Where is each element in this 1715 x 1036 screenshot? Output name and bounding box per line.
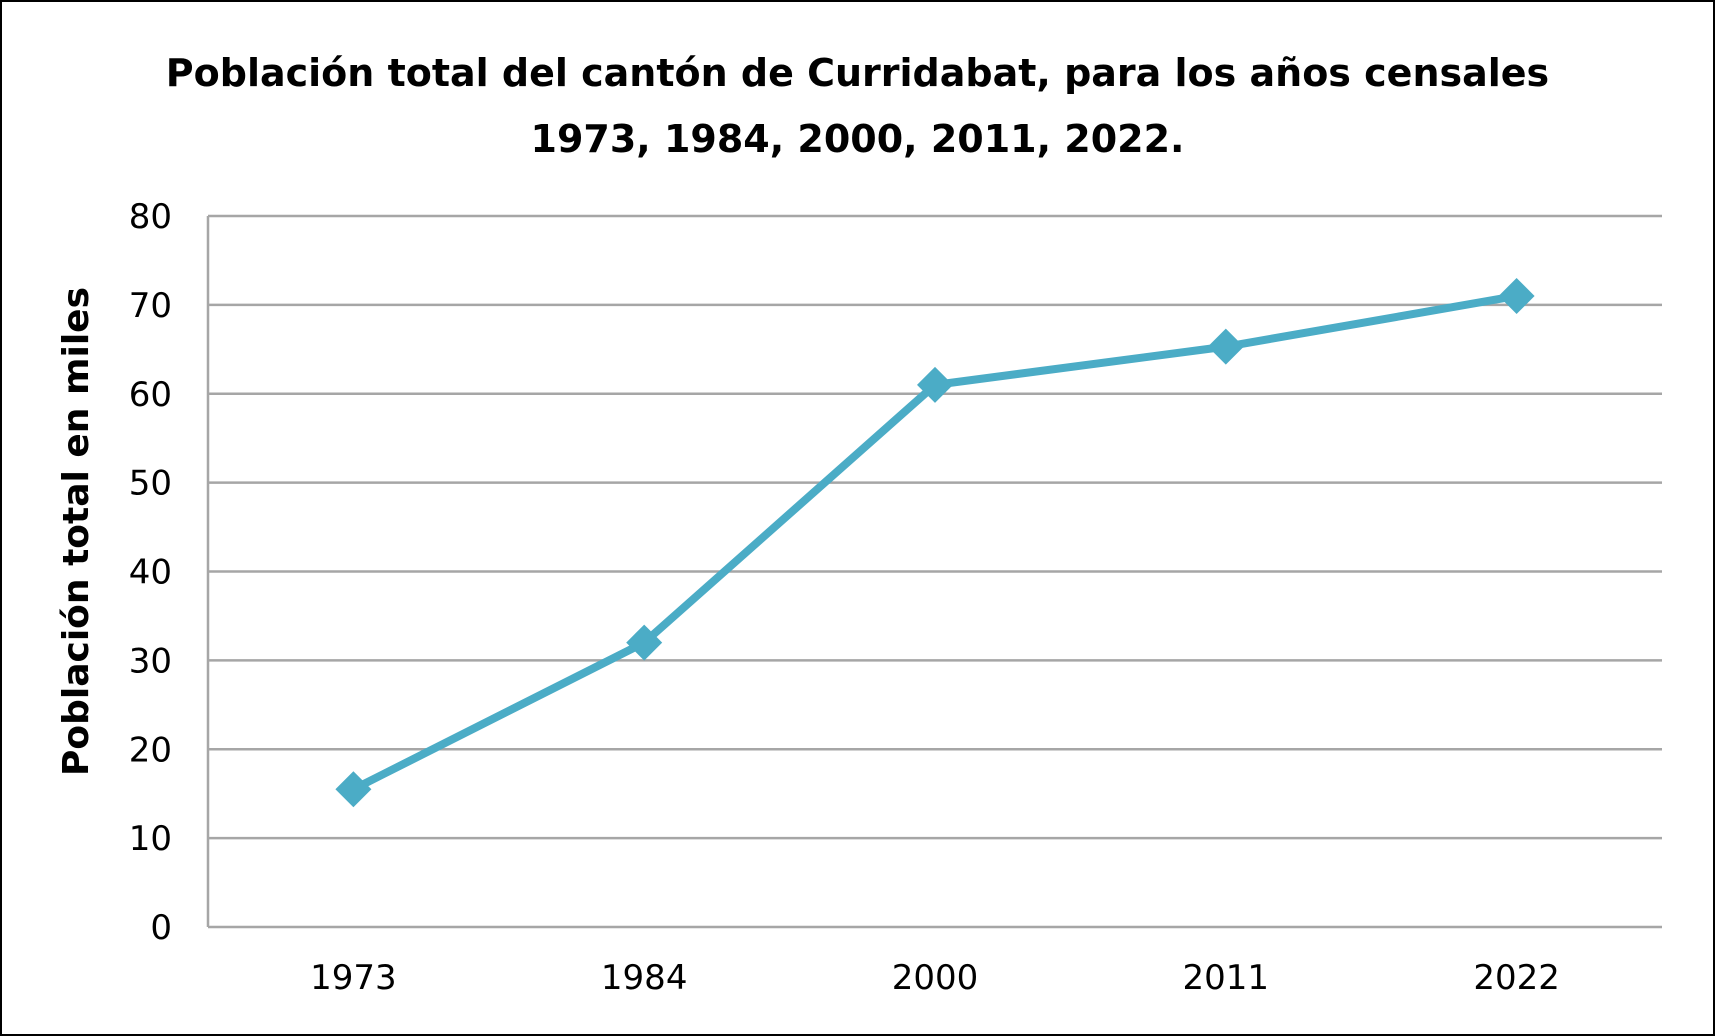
data-point-marker-2000 xyxy=(917,366,953,403)
x-tick-label: 1984 xyxy=(601,958,688,998)
y-axis-title: Población total en miles xyxy=(56,287,97,776)
y-tick-label: 10 xyxy=(129,819,172,859)
x-axis-ticks: 1973 1984 2000 2011 2022 xyxy=(310,958,1560,998)
y-tick-label: 80 xyxy=(129,197,172,237)
y-tick-label: 70 xyxy=(129,286,172,326)
data-point-marker-2011 xyxy=(1207,328,1244,365)
chart-title-line-2: 1973, 1984, 2000, 2011, 2022. xyxy=(530,117,1185,161)
data-point-marker-1984 xyxy=(626,624,663,661)
x-tick-label: 1973 xyxy=(310,958,397,998)
x-tick-label: 2022 xyxy=(1473,958,1560,998)
y-tick-label: 60 xyxy=(129,375,172,415)
chart-title-line-1: Población total del cantón de Curridabat… xyxy=(165,51,1550,95)
y-tick-label: 20 xyxy=(129,730,172,770)
x-tick-label: 2011 xyxy=(1183,958,1270,998)
gridlines xyxy=(208,214,1662,929)
chart-title: Población total del cantón de Curridabat… xyxy=(0,40,1715,172)
data-point-marker-1973 xyxy=(335,771,372,808)
y-axis-ticks: 0 10 20 30 40 50 60 70 80 xyxy=(129,197,172,948)
data-point-marker-2022 xyxy=(1498,277,1535,314)
series-layer xyxy=(335,277,1535,808)
y-tick-label: 50 xyxy=(129,464,172,504)
y-tick-label: 30 xyxy=(129,641,172,681)
y-tick-label: 40 xyxy=(129,553,172,593)
y-tick-label: 0 xyxy=(150,908,172,948)
x-tick-label: 2000 xyxy=(892,958,979,998)
